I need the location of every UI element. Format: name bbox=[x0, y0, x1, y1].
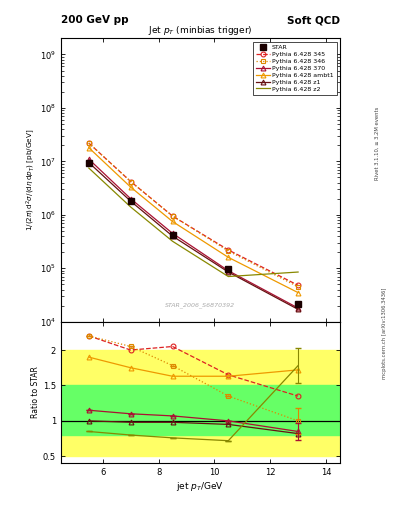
Pythia 6.428 346 bbox=[226, 248, 231, 254]
Pythia 6.428 ambt1 bbox=[129, 184, 133, 190]
Pythia 6.428 346 bbox=[170, 213, 175, 219]
Pythia 6.428 370 bbox=[170, 230, 175, 237]
Pythia 6.428 ambt1 bbox=[296, 290, 301, 296]
Pythia 6.428 ambt1 bbox=[86, 145, 91, 151]
Pythia 6.428 345 bbox=[129, 179, 133, 185]
Line: Pythia 6.428 ambt1: Pythia 6.428 ambt1 bbox=[86, 145, 301, 295]
Pythia 6.428 345 bbox=[226, 247, 231, 253]
Title: Jet $p_T$ (minbias trigger): Jet $p_T$ (minbias trigger) bbox=[148, 24, 253, 37]
Pythia 6.428 z1 bbox=[86, 160, 91, 166]
STAR bbox=[86, 160, 91, 166]
STAR bbox=[129, 198, 133, 204]
Pythia 6.428 z2 bbox=[226, 273, 231, 280]
Pythia 6.428 345 bbox=[296, 282, 301, 288]
STAR bbox=[226, 266, 231, 272]
Line: Pythia 6.428 z2: Pythia 6.428 z2 bbox=[89, 168, 298, 276]
Pythia 6.428 z2 bbox=[170, 238, 175, 244]
Line: Pythia 6.428 345: Pythia 6.428 345 bbox=[86, 141, 301, 288]
Pythia 6.428 346 bbox=[129, 179, 133, 185]
Pythia 6.428 z1 bbox=[226, 269, 231, 275]
Pythia 6.428 ambt1 bbox=[226, 254, 231, 261]
Pythia 6.428 345 bbox=[170, 213, 175, 219]
Text: 200 GeV pp: 200 GeV pp bbox=[61, 15, 129, 26]
Pythia 6.428 z1 bbox=[296, 306, 301, 312]
Pythia 6.428 z1 bbox=[170, 233, 175, 239]
Pythia 6.428 z2 bbox=[129, 204, 133, 210]
Y-axis label: $1/(2\pi)\,\mathrm{d}^2\sigma/(\mathrm{d}\eta\,\mathrm{d}p_T)$ [pb/GeV]: $1/(2\pi)\,\mathrm{d}^2\sigma/(\mathrm{d… bbox=[24, 129, 37, 231]
STAR bbox=[296, 302, 301, 308]
Text: Soft QCD: Soft QCD bbox=[287, 15, 340, 26]
Bar bbox=[61, 350, 340, 456]
Text: mcplots.cern.ch [arXiv:1306.3436]: mcplots.cern.ch [arXiv:1306.3436] bbox=[382, 287, 387, 378]
Pythia 6.428 370 bbox=[226, 268, 231, 274]
Pythia 6.428 z1 bbox=[129, 198, 133, 204]
Line: STAR: STAR bbox=[86, 159, 301, 308]
Pythia 6.428 ambt1 bbox=[170, 219, 175, 225]
Pythia 6.428 346 bbox=[296, 284, 301, 290]
Line: Pythia 6.428 346: Pythia 6.428 346 bbox=[86, 141, 301, 289]
Text: STAR_2006_S6870392: STAR_2006_S6870392 bbox=[165, 302, 235, 308]
Y-axis label: Ratio to STAR: Ratio to STAR bbox=[31, 367, 40, 418]
Text: Rivet 3.1.10, ≥ 3.2M events: Rivet 3.1.10, ≥ 3.2M events bbox=[375, 106, 380, 180]
Pythia 6.428 346 bbox=[86, 140, 91, 146]
Legend: STAR, Pythia 6.428 345, Pythia 6.428 346, Pythia 6.428 370, Pythia 6.428 ambt1, : STAR, Pythia 6.428 345, Pythia 6.428 346… bbox=[253, 41, 337, 95]
Line: Pythia 6.428 370: Pythia 6.428 370 bbox=[86, 157, 301, 310]
Pythia 6.428 z2 bbox=[296, 269, 301, 275]
STAR bbox=[170, 232, 175, 238]
Pythia 6.428 370 bbox=[296, 305, 301, 311]
Bar bbox=[61, 386, 340, 435]
Pythia 6.428 z2 bbox=[86, 165, 91, 171]
Pythia 6.428 370 bbox=[86, 156, 91, 162]
Line: Pythia 6.428 z1: Pythia 6.428 z1 bbox=[86, 160, 301, 312]
Pythia 6.428 370 bbox=[129, 196, 133, 202]
X-axis label: jet $p_T$/GeV: jet $p_T$/GeV bbox=[176, 480, 224, 493]
Pythia 6.428 345 bbox=[86, 140, 91, 146]
